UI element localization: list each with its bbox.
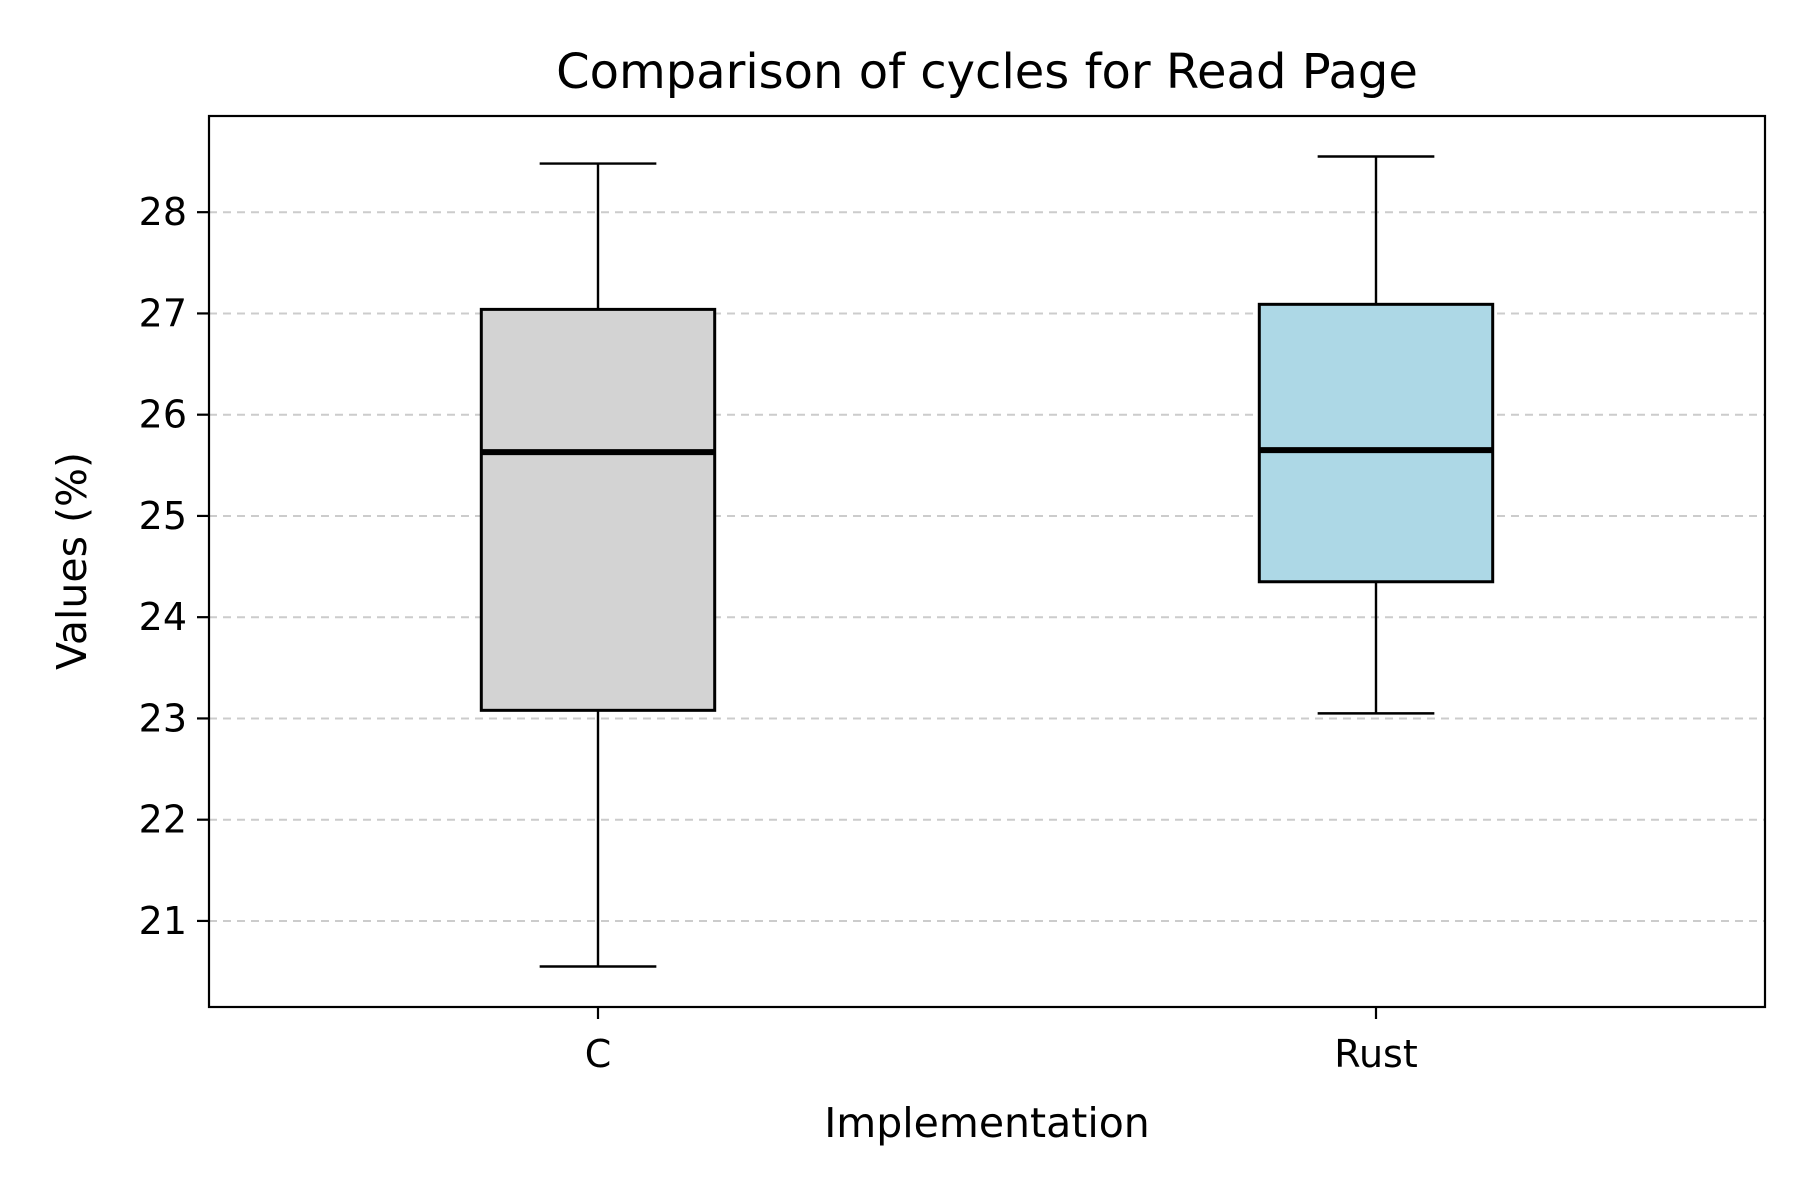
- plot-frame: [207, 114, 1767, 1009]
- y-axis-ticks: 21 22 23 24 25 26 27 28: [139, 190, 209, 943]
- x-tick-label: C: [585, 1032, 612, 1076]
- box-group-rust: [1257, 155, 1495, 715]
- y-axis-label: Values (%): [48, 452, 96, 670]
- y-tick-label: 28: [139, 190, 187, 234]
- x-axis-ticks: C Rust: [585, 1007, 1418, 1076]
- y-tick-label: 25: [139, 494, 187, 538]
- y-tick-label: 21: [139, 899, 187, 943]
- y-tick-label: 26: [139, 393, 187, 437]
- y-tick-label: 22: [139, 798, 187, 842]
- iqr-box: [479, 307, 717, 712]
- boxes: [479, 155, 1495, 968]
- y-tick-label: 24: [139, 595, 187, 639]
- x-axis-label: Implementation: [824, 1099, 1150, 1147]
- y-tick-label: 23: [139, 696, 187, 740]
- x-tick-label: Rust: [1334, 1032, 1417, 1076]
- gridlines: [209, 211, 1765, 922]
- iqr-box: [1257, 302, 1495, 584]
- chart-title: Comparison of cycles for Read Page: [556, 44, 1418, 100]
- box-group-c: [479, 162, 717, 968]
- y-tick-label: 27: [139, 291, 187, 335]
